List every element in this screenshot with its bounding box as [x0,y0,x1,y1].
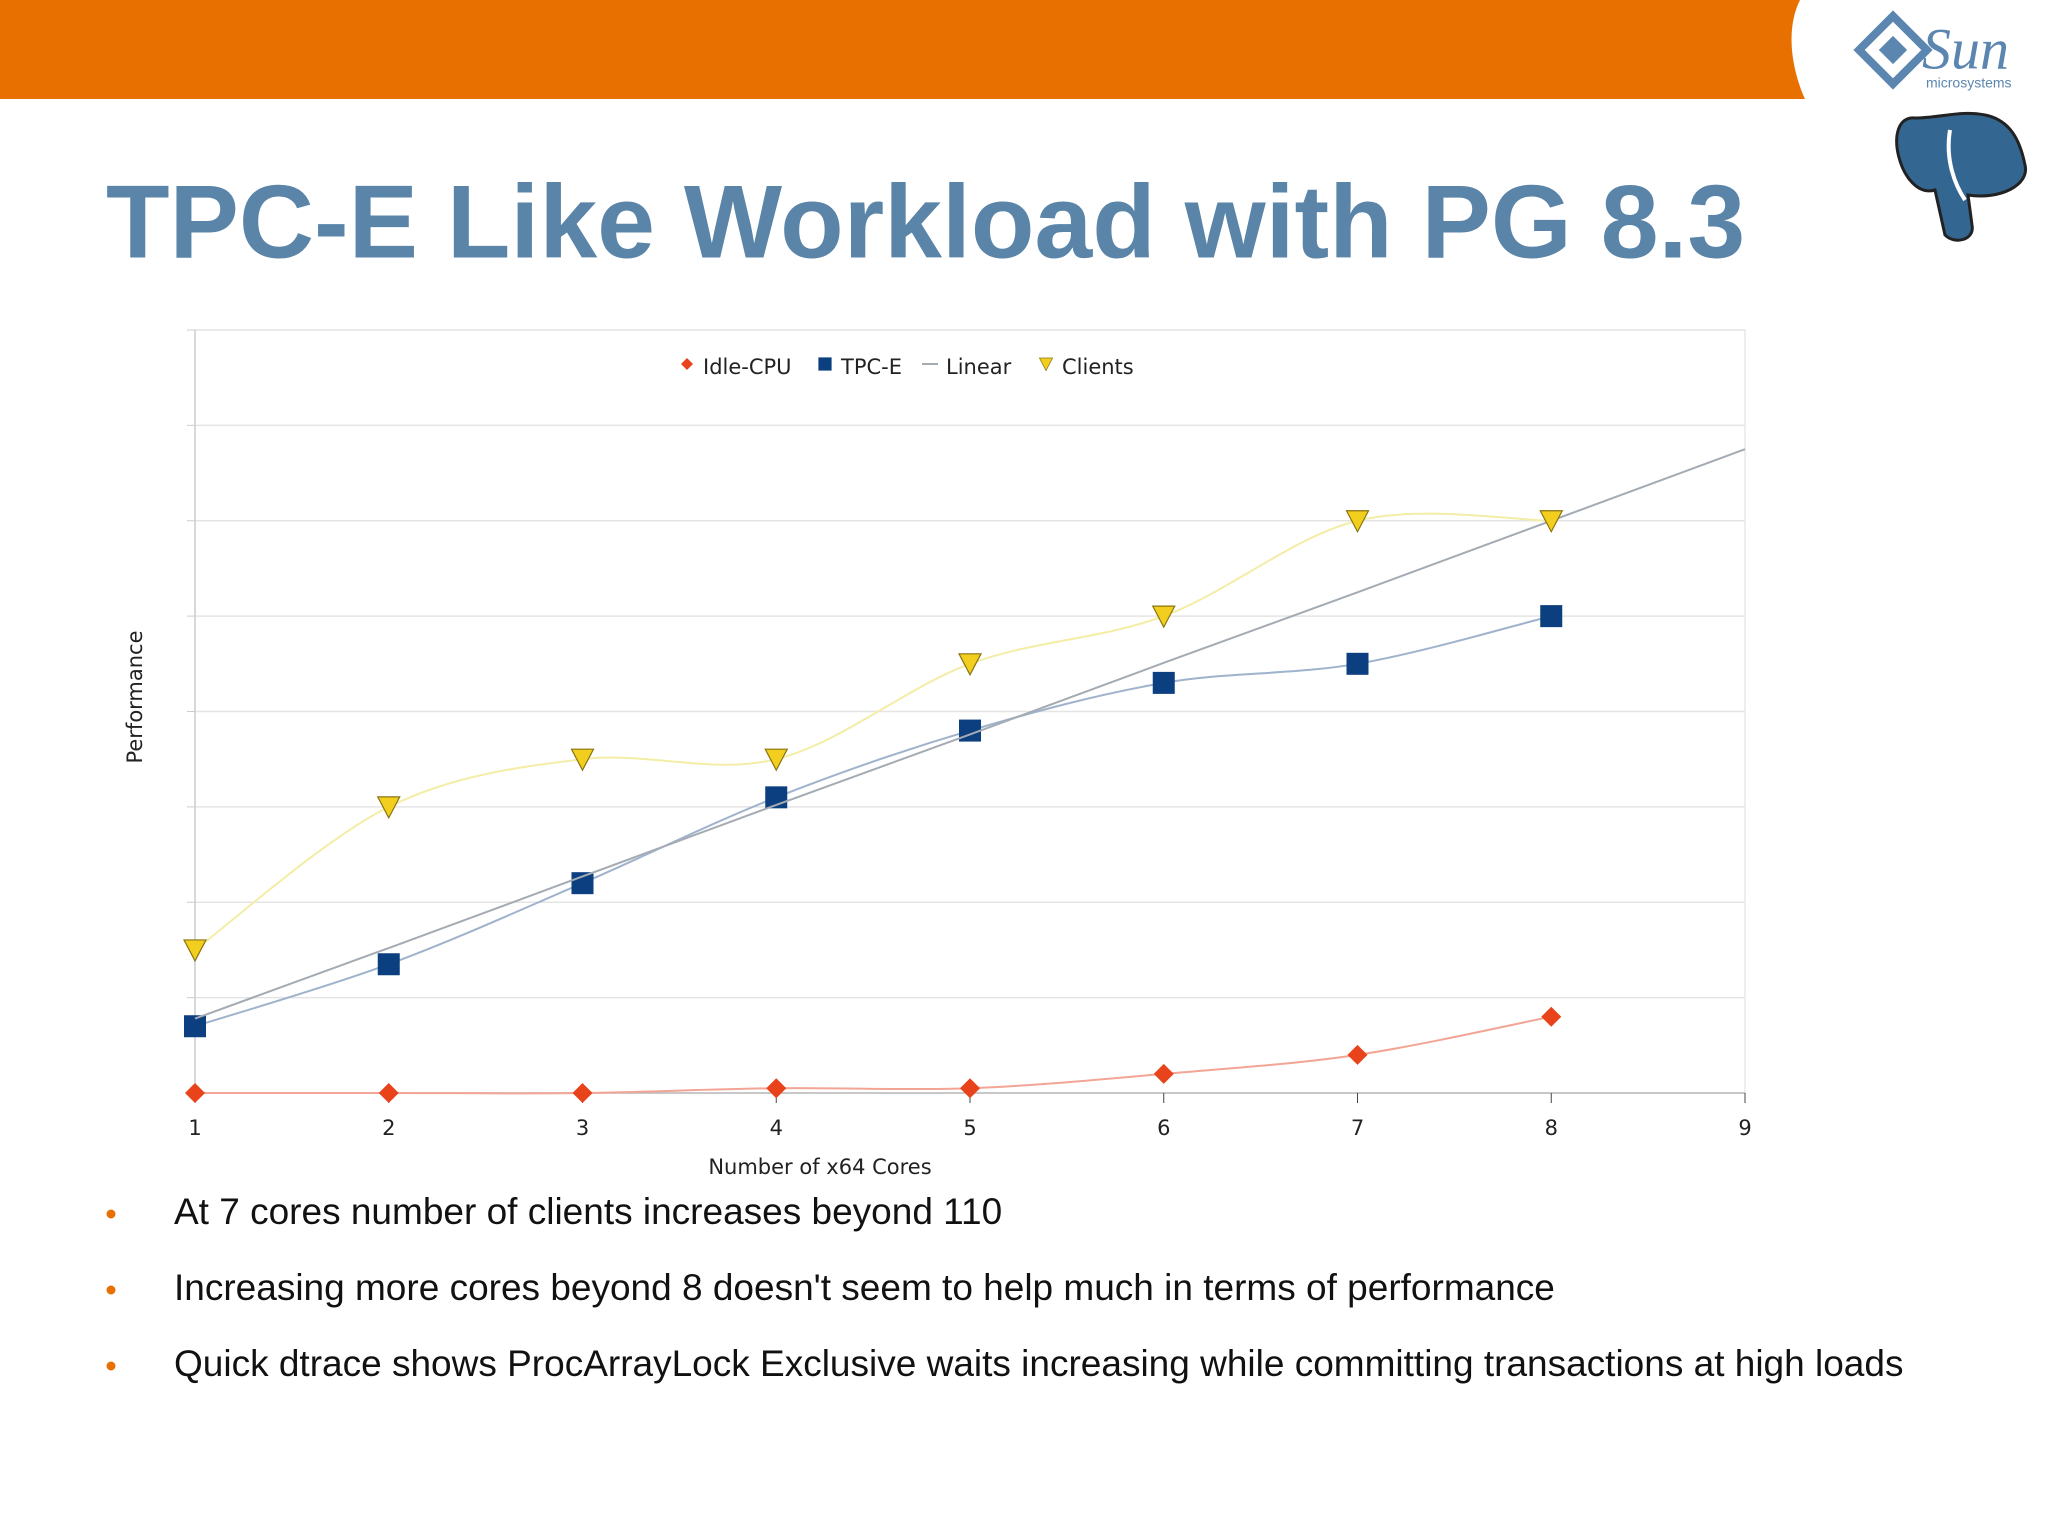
bullet-list: At 7 cores number of clients increases b… [106,1191,1903,1384]
bullet-dot [106,1285,116,1295]
series-line [194,512,1552,951]
x-tick-label: 2 [382,1116,395,1140]
data-point [376,796,401,820]
logo-brand: Sun [1922,16,2009,81]
legend-label: Idle-CPU [703,355,792,379]
header-bar [0,0,1805,99]
legend-label: Linear [946,355,1012,379]
legend-label: TPC-E [840,355,902,379]
data-point [183,939,207,963]
bullet-text: Increasing more cores beyond 8 doesn't s… [174,1267,1555,1308]
data-point [570,748,595,772]
data-point [1153,1063,1174,1084]
data-point [1541,1006,1562,1027]
data-point [1540,605,1563,628]
data-point [1347,1044,1368,1065]
x-tick-label: 7 [1351,1116,1364,1140]
logo-tagline: microsystems [1926,75,2012,91]
series-line [195,1015,1552,1095]
bullet-dot [106,1209,116,1219]
data-point [764,748,789,772]
pg-elephant [1895,111,2027,242]
x-tick-label: 1 [188,1116,201,1140]
legend-label: Clients [1062,355,1134,379]
sun-logo: Sun microsystems [1853,10,2012,91]
x-tick-label: 5 [963,1116,976,1140]
legend-swatch [818,357,832,371]
data-point [1346,652,1369,675]
x-axis-label: Number of x64 Cores [708,1155,931,1179]
data-point [572,1083,593,1103]
y-axis-label: Performance [123,630,147,763]
data-point [958,653,982,677]
chart: 1 2 3 4 5 6 7 8 9 Number of x64 Cores Performance I… [123,329,1752,1179]
x-tick-label: 8 [1545,1116,1558,1140]
data-point [378,1083,399,1103]
legend-swatch [681,358,693,370]
x-tick-label: 3 [576,1116,589,1140]
data-point [185,1083,205,1103]
slide-title: TPC-E Like Workload with PG 8.3 [106,164,1745,280]
bullet-dot [106,1361,116,1371]
data-point [184,1015,206,1038]
series-line [194,448,1746,1020]
data-point [1152,671,1175,694]
bullet-text: Quick dtrace shows ProcArrayLock Exclusi… [174,1343,1903,1384]
data-point [1539,510,1564,534]
x-tick-label: 9 [1738,1116,1751,1140]
data-point [377,953,400,976]
x-tick-label: 6 [1157,1116,1170,1140]
data-point [766,1078,787,1099]
series-line [194,615,1552,1028]
data-point [1151,605,1176,629]
x-tick-label: 4 [770,1116,783,1140]
bullet-text: At 7 cores number of clients increases b… [174,1191,1002,1232]
legend-swatch [1038,357,1054,372]
data-point [960,1078,980,1099]
data-point [1345,510,1370,534]
